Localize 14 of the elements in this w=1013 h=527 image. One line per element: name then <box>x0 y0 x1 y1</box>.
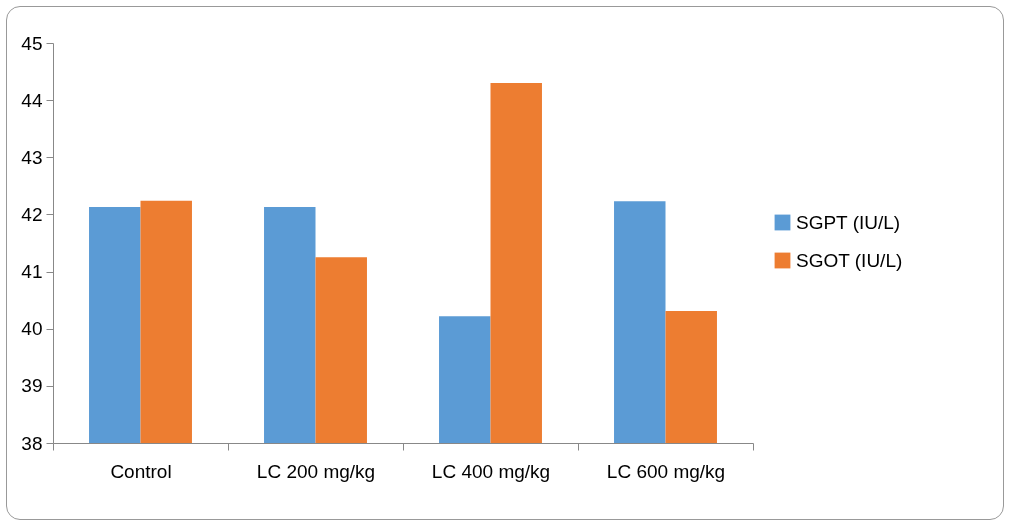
y-tick-label: 40 <box>21 318 43 340</box>
x-tick-label: LC 200 mg/kg <box>256 460 376 482</box>
y-tick-label: 39 <box>21 375 43 397</box>
x-tick-label: LC 600 mg/kg <box>606 460 726 482</box>
y-tick-label: 38 <box>21 432 43 454</box>
x-tick-label: LC 400 mg/kg <box>431 460 551 482</box>
x-tick-label: Control <box>110 460 172 482</box>
legend-label: SGOT (IU/L) <box>796 249 903 271</box>
y-tick-label: 41 <box>21 261 43 283</box>
y-tick-label: 43 <box>21 146 43 168</box>
y-tick-label: 44 <box>21 89 43 111</box>
y-tick-label: 45 <box>21 32 43 54</box>
y-tick-label: 42 <box>21 203 43 225</box>
legend-label: SGPT (IU/L) <box>796 211 901 233</box>
